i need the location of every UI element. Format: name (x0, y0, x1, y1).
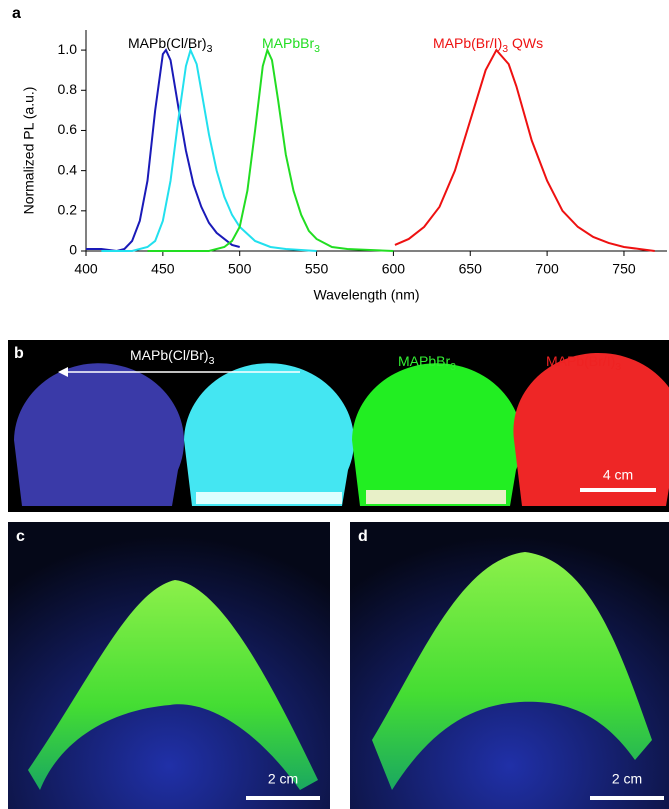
scale-bar-label: 2 cm (268, 771, 298, 787)
photo-label: MAPb(Br/I)3 (546, 353, 621, 373)
x-tick-label: 500 (228, 261, 252, 277)
series-line (147, 47, 394, 252)
chart: 0 0.2 0.4 0.6 0.8 1.0 400 450 500 550 600 650 700 750… (21, 30, 667, 303)
series-annotation: MAPb(Cl/Br)3 (128, 35, 213, 55)
label-subscript: 3 (502, 43, 508, 55)
panel-label: a (12, 5, 21, 22)
label-text: QWs (508, 35, 543, 51)
label-subscript: 3 (450, 361, 456, 373)
x-axis-label: Wavelength (nm) (313, 287, 419, 303)
x-tick-label: 750 (612, 261, 636, 277)
label-text: MAPbBr (262, 35, 314, 51)
series-annotation: MAPbBr3 (262, 35, 320, 55)
label-text: MAPbBr (398, 353, 450, 369)
label-subscript: 3 (314, 43, 320, 55)
series-line (86, 48, 240, 252)
y-axis-label: Normalized PL (a.u.) (21, 87, 37, 215)
x-tick-label: 700 (535, 261, 559, 277)
label-text: MAPb(Cl/Br) (128, 35, 207, 51)
photo-label: MAPbBr3 (398, 353, 456, 373)
x-tick-label: 600 (382, 261, 406, 277)
y-tick-label: 0.8 (58, 81, 78, 97)
y-tick-label: 0.6 (58, 121, 78, 137)
panel-label: b (14, 345, 24, 362)
x-tick-label: 450 (151, 261, 175, 277)
label-text: MAPb(Br/I) (433, 35, 502, 51)
label-subscript: 3 (209, 355, 215, 367)
x-tick-label: 650 (459, 261, 483, 277)
panel-label: c (16, 528, 25, 545)
scale-bar-label: 4 cm (603, 467, 633, 483)
x-tick-label: 400 (74, 261, 98, 277)
label-subscript: 3 (615, 361, 621, 373)
x-tick-label: 550 (305, 261, 329, 277)
y-tick-label: 1.0 (58, 41, 78, 57)
photo-d: d 2 cm (350, 522, 669, 809)
series-annotation: MAPb(Br/I)3 QWs (433, 35, 543, 55)
label-text: MAPb(Cl/Br) (130, 347, 209, 363)
y-tick-label: 0.2 (58, 202, 78, 218)
photo-c: c 2 cm (8, 522, 330, 809)
label-subscript: 3 (207, 43, 213, 55)
scale-bar-label: 2 cm (612, 771, 642, 787)
photo-b: b 4 cm MAPb(Cl/Br)3 MAPbBr3 MAPb(Br/I)3 (8, 340, 669, 512)
photo-label: MAPb(Cl/Br)3 (130, 347, 215, 367)
series-line (101, 47, 317, 252)
series-line (394, 48, 655, 252)
label-text: MAPb(Br/I) (546, 353, 615, 369)
y-tick-label: 0.4 (58, 161, 78, 177)
y-tick-label: 0 (69, 242, 77, 258)
panel-label: d (358, 528, 368, 545)
